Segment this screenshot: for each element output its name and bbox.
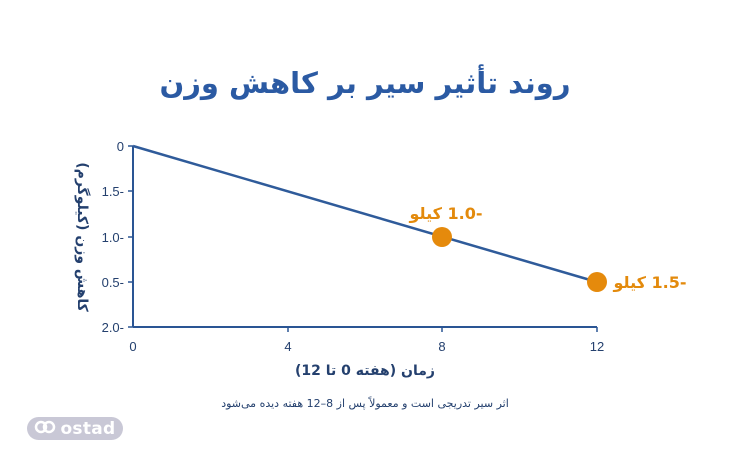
point-label-week-12: -1.5 کیلو	[613, 273, 687, 292]
x-tick-label: 4	[284, 339, 291, 354]
ostad-logo-text: ostad	[60, 418, 116, 439]
chart-caption: اثر سیر تدریجی است و معمولاً پس از 8–12 …	[221, 397, 509, 410]
y-tick-label: 0	[117, 139, 124, 154]
y-tick-label: 1.0-	[102, 230, 124, 245]
point-label-week-8: -1.0 کیلو	[409, 204, 483, 223]
ostad-logo: ostad	[27, 417, 123, 440]
data-point-week-8[interactable]	[432, 227, 452, 247]
chart-title: روند تأثیر سیر بر کاهش وزن	[159, 66, 571, 100]
y-axis-title: کاهش وزن (کیلوگرم)	[74, 162, 91, 312]
y-tick-label: 1.5-	[102, 184, 124, 199]
x-tick-label: 12	[590, 339, 604, 354]
y-tick-label: 0.5-	[102, 275, 124, 290]
trend-line	[132, 144, 598, 284]
x-axis-title: زمان (هفته 0 تا 12)	[295, 363, 435, 379]
x-tick-label: 0	[129, 339, 136, 354]
data-point-week-12[interactable]	[587, 272, 607, 292]
ostad-logo-icon	[34, 419, 56, 438]
y-tick-label: 2.0-	[102, 320, 124, 335]
x-tick-label: 8	[438, 339, 445, 354]
